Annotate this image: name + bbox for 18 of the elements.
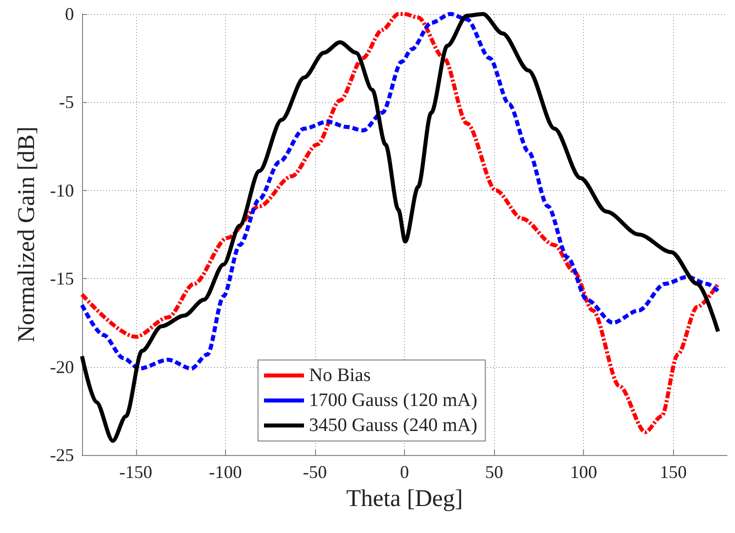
- y-tick-label: -10: [50, 180, 74, 200]
- y-axis-title: Normalized Gain [dB]: [14, 126, 40, 342]
- y-tick-label: -25: [50, 445, 74, 465]
- y-tick-label: 0: [65, 4, 74, 24]
- x-tick-label: -50: [302, 462, 327, 482]
- x-tick-label: -150: [119, 462, 152, 482]
- x-tick-label: 100: [570, 462, 598, 482]
- legend-label: 1700 Gauss (120 mA): [309, 390, 478, 411]
- y-tick-label: -20: [50, 356, 74, 377]
- x-tick-label: 0: [400, 462, 409, 482]
- legend-label: No Bias: [309, 365, 371, 386]
- x-tick-label: 50: [485, 462, 504, 482]
- y-tick-label: -5: [59, 92, 74, 112]
- x-tick-label: -100: [208, 462, 242, 482]
- legend-label: 3450 Gauss (240 mA): [309, 415, 478, 436]
- x-axis-title: Theta [Deg]: [346, 486, 463, 512]
- x-tick-label: 150: [660, 462, 687, 482]
- y-tick-label: -15: [50, 268, 74, 289]
